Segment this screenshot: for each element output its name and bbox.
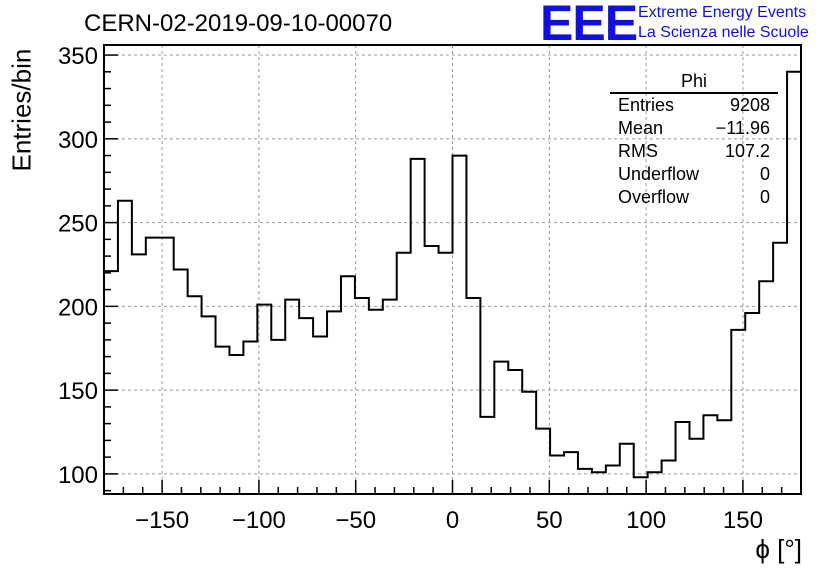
histogram-bin <box>773 243 787 494</box>
histogram-bin <box>578 469 592 494</box>
histogram-bin <box>285 300 299 494</box>
histogram-bin <box>648 472 662 494</box>
histogram-bin <box>355 298 369 494</box>
histogram-bin <box>508 370 522 494</box>
y-tick-label: 150 <box>58 378 98 405</box>
y-tick-label: 200 <box>58 294 98 321</box>
histogram-bin <box>202 316 216 494</box>
grid-lines <box>104 45 801 494</box>
histogram-bin <box>369 310 383 494</box>
histogram-bin <box>188 296 202 494</box>
x-tick-label: 150 <box>723 507 763 534</box>
histogram-bin <box>257 305 271 494</box>
histogram-bin <box>494 362 508 494</box>
histogram-bin <box>425 246 439 494</box>
x-axis-label: ϕ [°] <box>755 534 802 564</box>
stat-row-underflow: Underflow 0 <box>610 163 778 186</box>
histogram-bin <box>689 439 703 494</box>
histogram-bin <box>271 340 285 494</box>
x-tick-label: −150 <box>135 507 189 534</box>
chart-title: CERN-02-2019-09-10-00070 <box>84 10 393 37</box>
y-tick-label: 250 <box>58 211 98 238</box>
x-tick-label: 50 <box>536 507 563 534</box>
stat-label: Overflow <box>618 187 690 207</box>
y-tick-label: 300 <box>58 127 98 154</box>
x-tick-label: 0 <box>446 507 459 534</box>
histogram-bin <box>522 392 536 494</box>
logo-caption-line1: Extreme Energy Events <box>638 4 807 21</box>
histogram-bin <box>536 429 550 494</box>
stat-row-rms: RMS 107.2 <box>610 140 778 163</box>
stat-row-overflow: Overflow 0 <box>610 186 778 209</box>
stat-row-mean: Mean −11.96 <box>610 117 778 140</box>
histogram-bin <box>676 422 690 494</box>
histogram-bin <box>620 444 634 494</box>
histogram-outline <box>103 70 801 494</box>
histogram-bin <box>662 460 676 494</box>
histogram-bin <box>466 298 480 494</box>
eee-logo-mark: EEE <box>540 0 638 51</box>
x-tick-label: −100 <box>232 507 286 534</box>
histogram-bin <box>383 300 397 494</box>
y-tick-label: 100 <box>58 462 98 489</box>
logo-caption-line2: La Scienza nelle Scuole <box>638 24 809 41</box>
stat-row-entries: Entries 9208 <box>610 94 778 117</box>
histogram-bin <box>564 452 578 494</box>
stat-value: −11.96 <box>715 118 770 138</box>
histogram-bin <box>174 270 188 495</box>
stat-label: Underflow <box>618 164 700 184</box>
histogram-bin <box>592 472 606 494</box>
histogram-bin <box>439 253 453 494</box>
histogram-bin <box>787 72 801 494</box>
stats-box: Phi Entries 9208 Mean −11.96 RMS 107.2 U… <box>610 70 778 209</box>
histogram-bin <box>104 271 118 494</box>
histogram-bin <box>313 337 327 494</box>
histogram-bin <box>118 201 132 494</box>
histogram-bin <box>480 417 494 494</box>
histogram-bin <box>327 311 341 494</box>
stats-title: Phi <box>610 70 778 94</box>
stat-value: 0 <box>759 187 770 207</box>
histogram-bin <box>160 238 174 494</box>
stat-value: 107.2 <box>724 141 770 161</box>
histogram-bin <box>703 415 717 494</box>
histogram-bin <box>411 159 425 494</box>
histogram-bin <box>341 276 355 494</box>
y-tick-label: 350 <box>58 43 98 70</box>
stat-label: RMS <box>618 141 658 161</box>
y-axis-label: Entries/bin <box>6 48 37 172</box>
histogram-bin <box>216 347 230 494</box>
histogram-bin <box>229 355 243 494</box>
stat-label: Mean <box>618 118 664 138</box>
histogram-bin <box>717 420 731 494</box>
stat-value: 0 <box>759 164 770 184</box>
histogram-bin <box>550 455 564 494</box>
histogram-bin <box>397 253 411 494</box>
histogram-bin <box>745 313 759 494</box>
x-axis-ticks: −150 −100 −50 0 50 100 150 <box>122 480 802 534</box>
histogram-bin <box>453 156 467 494</box>
y-axis-ticks: 100 150 200 250 300 350 <box>58 43 118 492</box>
histogram-bin <box>299 318 313 494</box>
histogram-bin <box>731 330 745 494</box>
histogram-bin <box>243 342 257 494</box>
stat-value: 9208 <box>729 95 770 115</box>
histogram-bin <box>146 238 160 494</box>
histogram-bin <box>759 281 773 494</box>
x-tick-label: −50 <box>335 507 376 534</box>
histogram-bin <box>132 254 146 494</box>
stat-label: Entries <box>618 95 675 115</box>
x-tick-label: 100 <box>626 507 666 534</box>
